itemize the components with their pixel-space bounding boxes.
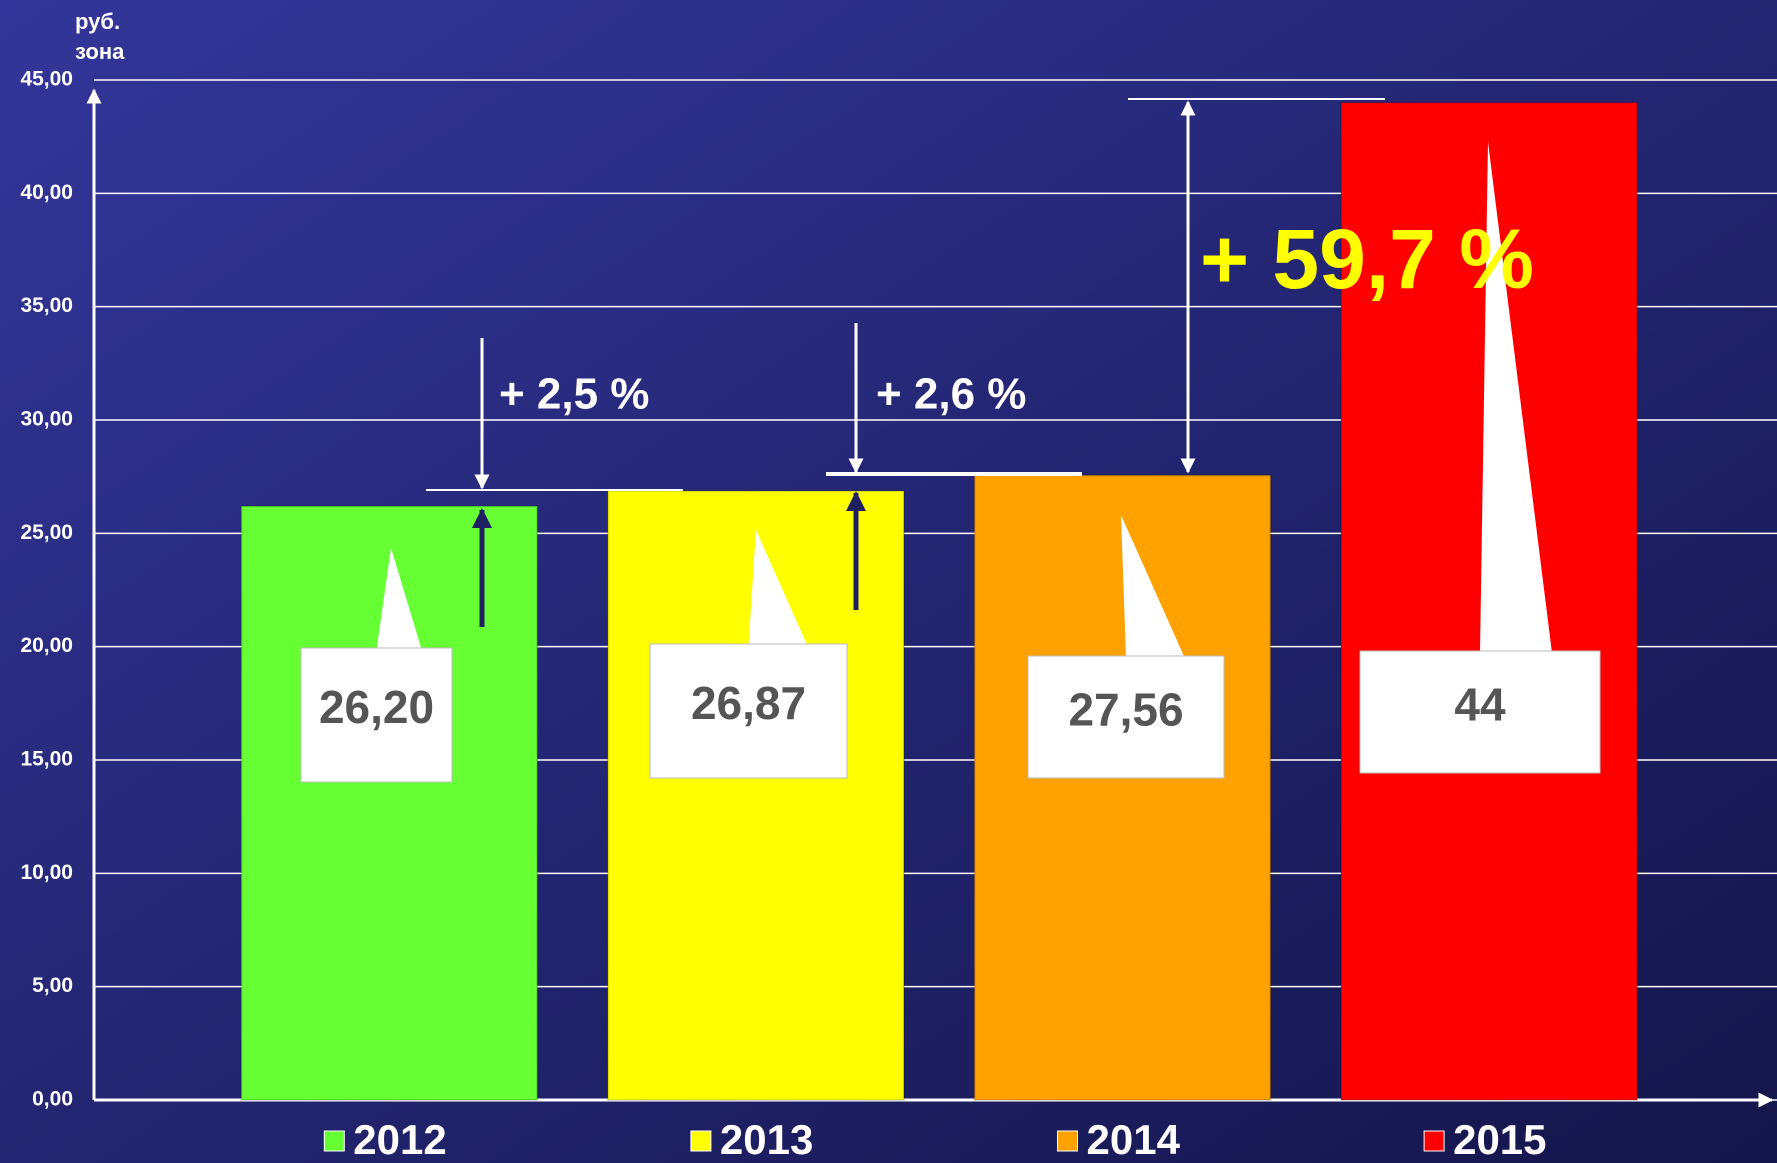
y-unit-label: зона	[75, 39, 125, 64]
y-tick-label: 5,00	[32, 974, 73, 997]
callout-pointer	[376, 548, 422, 650]
callout-box	[649, 643, 848, 779]
x-tick-label: 2014	[1087, 1116, 1181, 1163]
x-tick-label: 2015	[1453, 1116, 1546, 1163]
annotation: + 2,6 %	[876, 370, 1026, 419]
value-label: 27,56	[1068, 683, 1183, 735]
y-tick-label: 40,00	[20, 181, 73, 204]
callout-pointer	[748, 530, 808, 646]
y-tick-label: 45,00	[20, 68, 73, 91]
callout-box	[300, 647, 453, 783]
annotation: + 2,5 %	[499, 370, 649, 419]
y-tick-label: 0,00	[32, 1088, 73, 1111]
value-label: 44	[1454, 678, 1506, 730]
legend-swatch	[323, 1130, 345, 1152]
y-tick-label: 20,00	[20, 634, 73, 657]
y-tick-label: 35,00	[20, 294, 73, 317]
value-label: 26,20	[319, 681, 434, 733]
y-tick-label: 10,00	[20, 861, 73, 884]
value-label: 26,87	[691, 677, 806, 729]
x-tick-label: 2013	[720, 1116, 813, 1163]
y-unit-label: руб.	[75, 9, 120, 34]
annotation-highlight: + 59,7 %	[1200, 212, 1534, 306]
callout-pointer	[1480, 142, 1552, 653]
bar	[973, 474, 1272, 1102]
y-tick-label: 30,00	[20, 408, 73, 431]
plot-area: 0,00 5,00 10,00 15,00 20,00 25,00 30,00 35,00 40…	[20, 68, 1777, 1163]
legend-swatch	[1057, 1130, 1078, 1152]
x-tick-label: 2012	[353, 1116, 446, 1163]
legend-swatch	[1423, 1130, 1445, 1152]
callout-box	[1359, 650, 1601, 774]
callout-box	[1027, 655, 1225, 779]
callout-pointer	[1121, 515, 1185, 658]
y-tick-label: 15,00	[20, 748, 73, 771]
decorations	[426, 98, 1385, 627]
legend-swatch	[690, 1130, 712, 1152]
y-tick-label: 25,00	[20, 521, 73, 544]
